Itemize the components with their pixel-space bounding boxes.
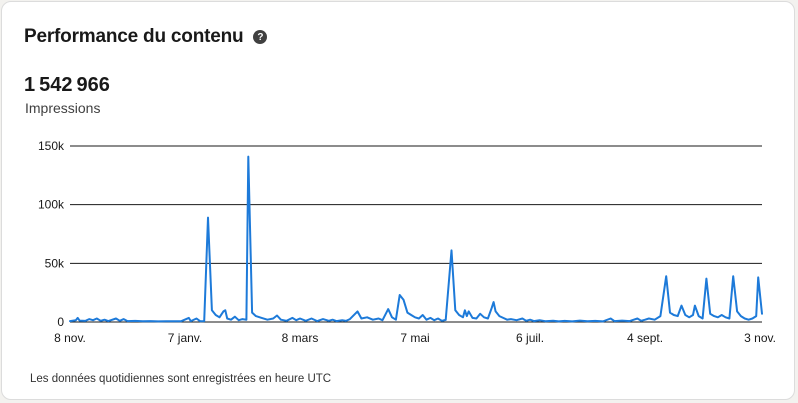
impressions-label: Impressions	[25, 100, 101, 116]
card-title: Performance du contenu	[24, 26, 244, 47]
y-tick-label: 100k	[38, 198, 65, 212]
x-tick-label: 6 juil.	[516, 331, 544, 345]
x-tick-label: 3 nov.	[744, 331, 776, 345]
x-tick-label: 4 sept.	[627, 331, 663, 345]
x-tick-label: 8 nov.	[54, 331, 86, 345]
x-tick-label: 7 janv.	[168, 331, 202, 345]
y-tick-label: 150k	[38, 139, 65, 153]
y-tick-label: 50k	[45, 256, 65, 270]
question-circle-icon[interactable]: ?	[253, 30, 268, 44]
impressions-total: 1 542 966	[24, 74, 110, 96]
impressions-series-line	[69, 155, 763, 323]
utc-footnote: Les données quotidiennes sont enregistré…	[30, 373, 332, 385]
x-tick-label: 8 mars	[282, 331, 319, 345]
card-header: Performance du contenu ?	[24, 26, 268, 48]
x-tick-label: 7 mai	[400, 331, 429, 345]
y-tick-label: 0	[57, 315, 64, 329]
